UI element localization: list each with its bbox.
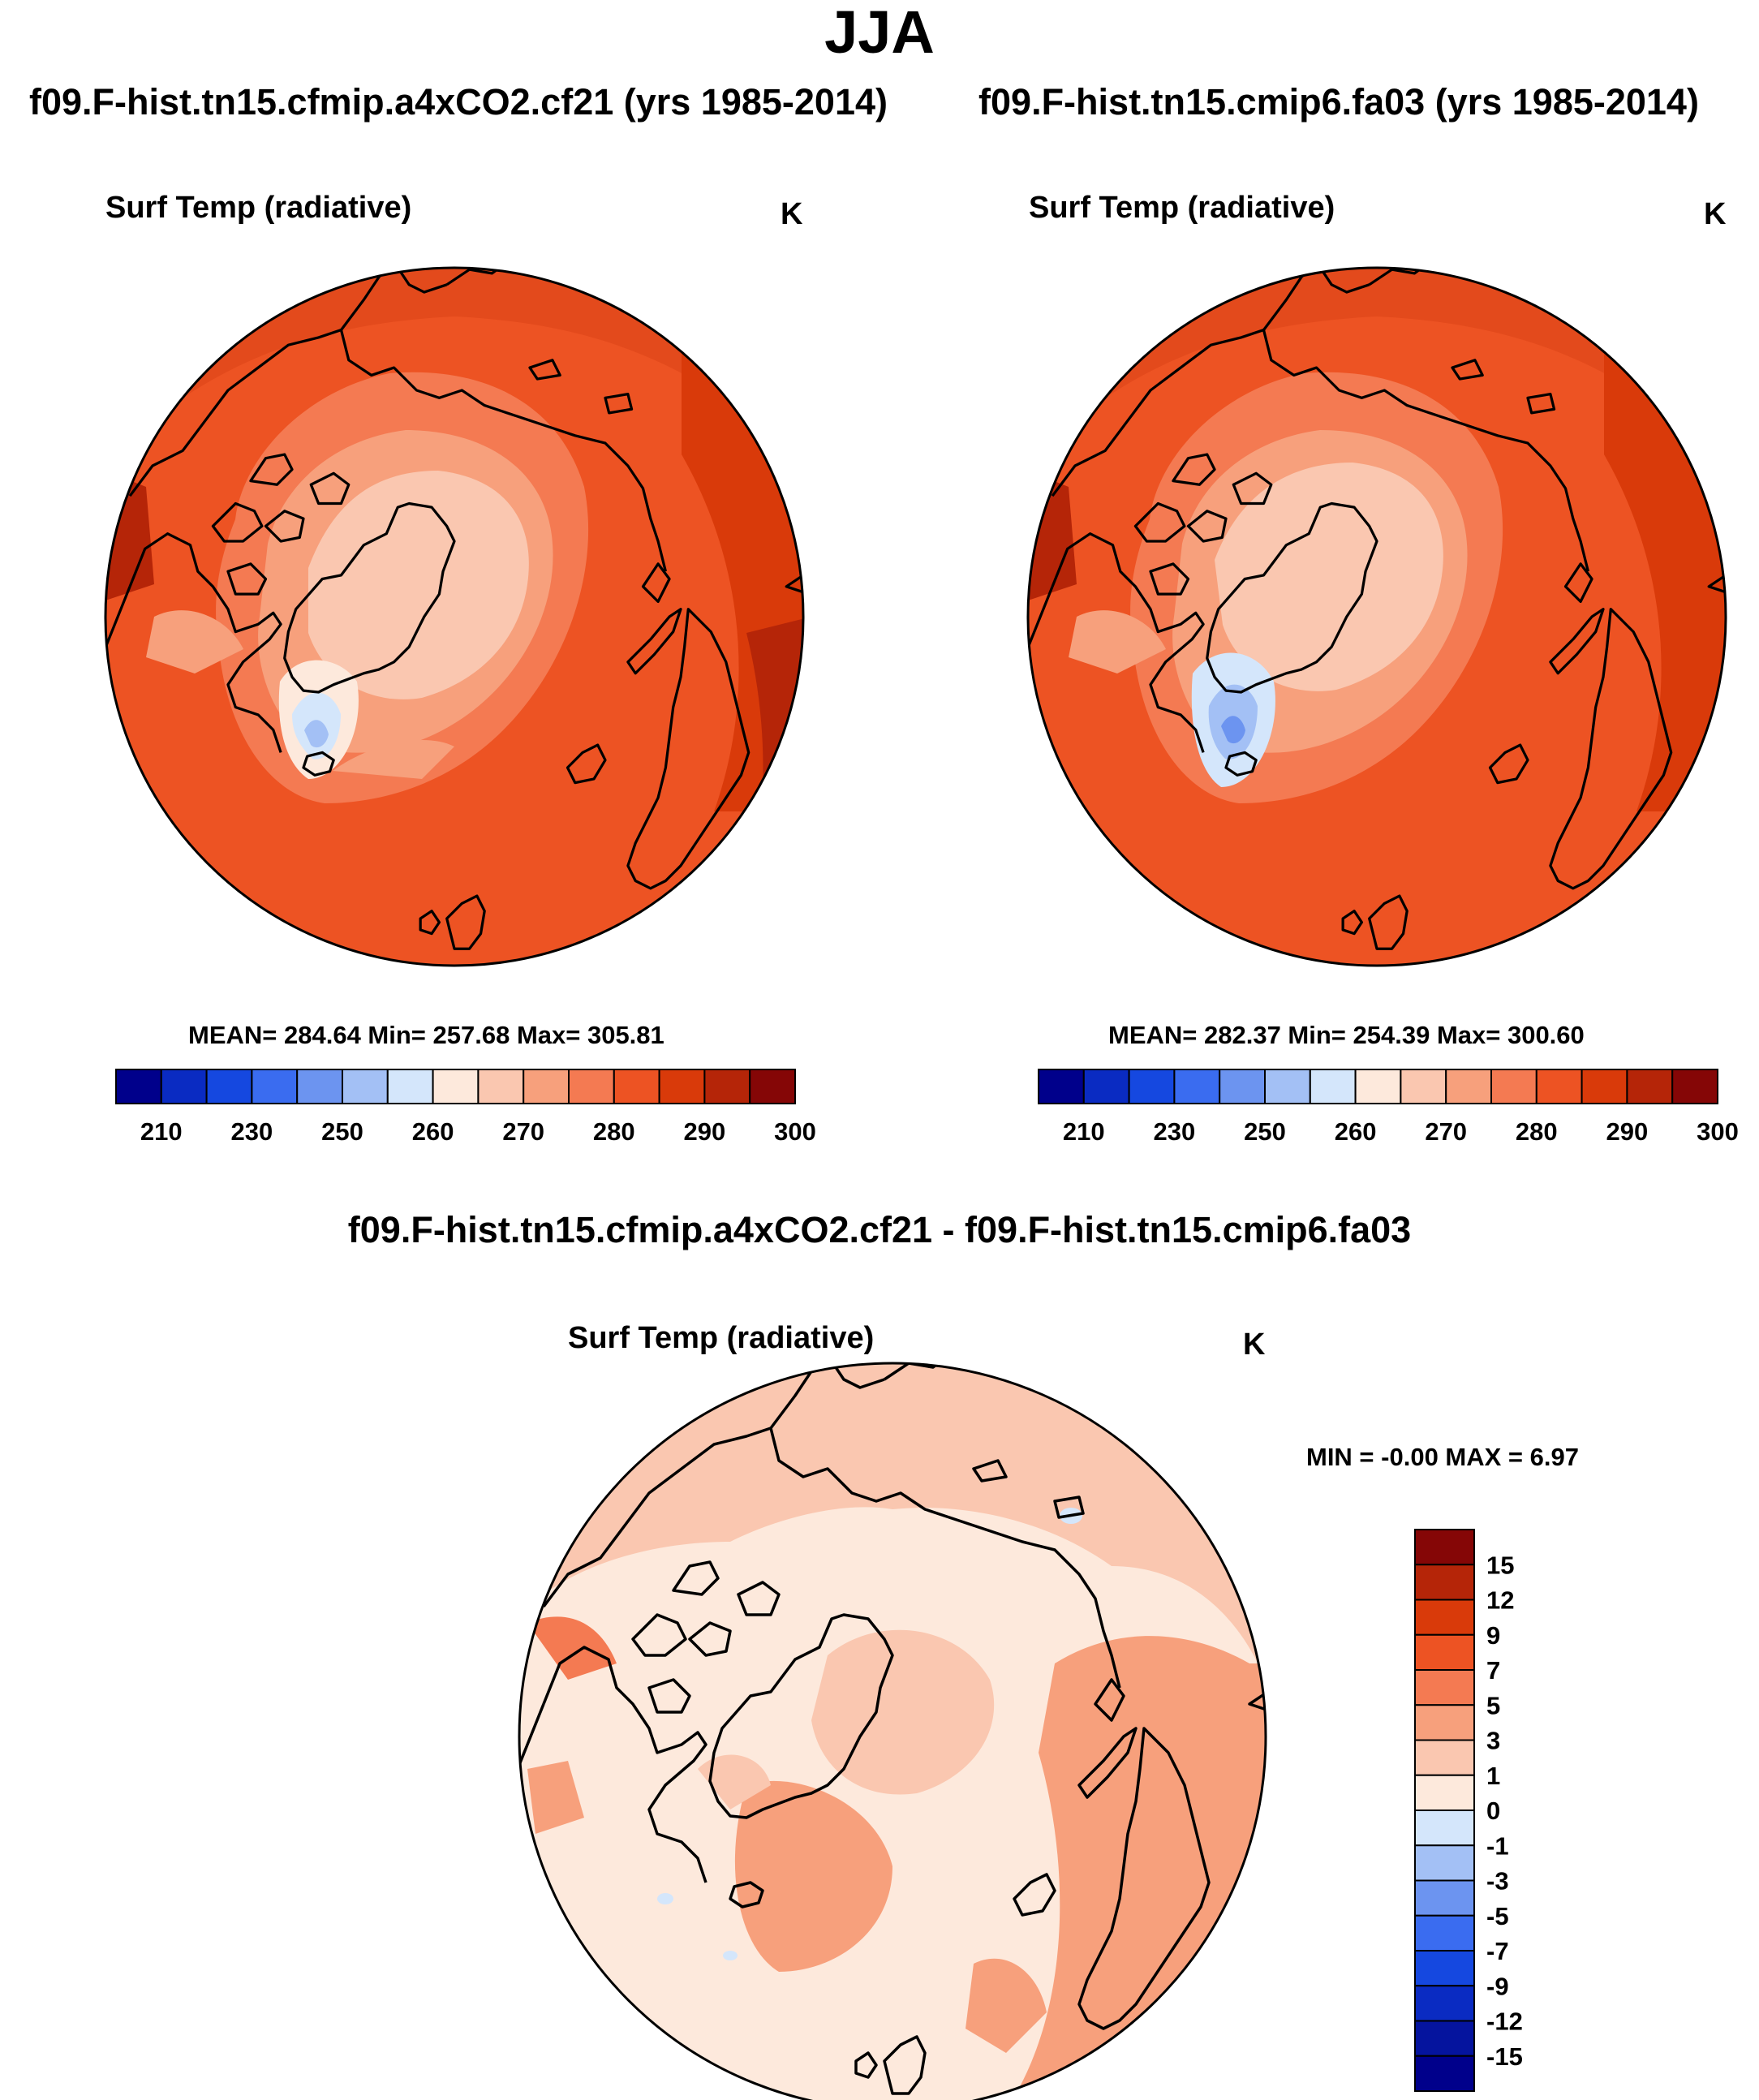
panel-a-colorbar-swatch-5 (342, 1069, 389, 1104)
diff-colorbar-tick-label: -5 (1486, 1902, 1509, 1930)
diff-colorbar-swatch-6 (1414, 1739, 1475, 1776)
panel-b-colorbar-tick-label: 260 (1335, 1117, 1377, 1146)
panel-a-colorbar-swatch-11 (613, 1069, 660, 1104)
diff-colorbar-swatch-12 (1414, 1950, 1475, 1987)
diff-colorbar-swatch-14 (1414, 2020, 1475, 2057)
panel-b-colorbar-swatch-3 (1173, 1069, 1221, 1104)
diff-stats: MIN = -0.00 MAX = 6.97 (1306, 1443, 1579, 1471)
panel-b-stats: MEAN= 282.37 Min= 254.39 Max= 300.60 (1108, 1021, 1585, 1049)
panel-b-case-title: f09.F-hist.tn15.cmip6.fa03 (yrs 1985-201… (978, 81, 1699, 123)
panel-b-variable-label: Surf Temp (radiative) (1029, 191, 1335, 225)
panel-a-colorbar-tick-label: 270 (502, 1117, 544, 1146)
panel-b-colorbar-swatch-10 (1490, 1069, 1538, 1104)
diff-map (518, 1362, 1267, 2100)
panel-b-colorbar-tick-label: 230 (1154, 1117, 1196, 1146)
diff-colorbar-swatch-8 (1414, 1810, 1475, 1847)
diff-colorbar-swatch-3 (1414, 1633, 1475, 1671)
panel-a-colorbar-tick-label: 210 (140, 1117, 183, 1146)
diff-colorbar-swatch-13 (1414, 1985, 1475, 2022)
panel-a-colorbar-tick-label: 250 (321, 1117, 363, 1146)
panel-b-colorbar-swatch-8 (1400, 1069, 1447, 1104)
diff-colorbar-tick-label: -7 (1486, 1937, 1509, 1965)
diff-colorbar-tick-label: 1 (1486, 1762, 1500, 1790)
panel-b-map (1026, 266, 1727, 967)
panel-a-colorbar-swatch-1 (160, 1069, 208, 1104)
diff-colorbar-swatch-0 (1414, 1529, 1475, 1566)
panel-b-colorbar-swatch-6 (1309, 1069, 1357, 1104)
diff-colorbar-tick-label: 9 (1486, 1621, 1500, 1650)
panel-a-colorbar-swatch-6 (386, 1069, 434, 1104)
panel-b-colorbar-tick-label: 250 (1244, 1117, 1286, 1146)
figure-title: JJA (824, 0, 935, 66)
panel-b-colorbar: 210 230 250 260 270 280 290 300 (1038, 1069, 1739, 1146)
panel-a-map (104, 266, 805, 967)
panel-b-colorbar-swatch-5 (1264, 1069, 1311, 1104)
diff-colorbar-swatch-11 (1414, 1914, 1475, 1952)
panel-a-colorbar-swatch-8 (477, 1069, 525, 1104)
panel-b-colorbar-tick-label: 270 (1425, 1117, 1467, 1146)
diff-colorbar-swatch-4 (1414, 1669, 1475, 1706)
diff-units-label: K (1243, 1328, 1266, 1362)
diff-colorbar-swatch-15 (1414, 2055, 1475, 2092)
panel-b-colorbar-swatch-0 (1038, 1069, 1085, 1104)
panel-a-stats: MEAN= 284.64 Min= 257.68 Max= 305.81 (188, 1021, 664, 1049)
panel-a-colorbar-swatch-9 (523, 1069, 570, 1104)
diff-colorbar-swatch-10 (1414, 1879, 1475, 1917)
diff-colorbar-tick-label: -15 (1486, 2042, 1523, 2071)
panel-a-units-label: K (781, 197, 803, 231)
panel-a-colorbar-swatch-14 (749, 1069, 797, 1104)
diff-colorbar-swatch-7 (1414, 1774, 1475, 1811)
panel-a-colorbar-swatch-3 (251, 1069, 299, 1104)
panel-a-colorbar: 210 230 250 260 270 280 290 300 (115, 1069, 816, 1146)
panel-a-colorbar-tick-label: 280 (593, 1117, 635, 1146)
diff-colorbar-tick-label: -3 (1486, 1867, 1509, 1896)
diff-colorbar-tick-label: 15 (1486, 1551, 1514, 1579)
diff-colorbar-swatch-2 (1414, 1599, 1475, 1636)
panel-b-units-label: K (1704, 197, 1727, 231)
diff-colorbar-swatch-9 (1414, 1844, 1475, 1882)
diff-colorbar-tick-label: 5 (1486, 1691, 1500, 1719)
panel-a-colorbar-tick-label: 230 (231, 1117, 273, 1146)
panel-b-colorbar-swatch-13 (1626, 1069, 1674, 1104)
panel-a-case-title: f09.F-hist.tn15.cfmip.a4xCO2.cf21 (yrs 1… (29, 81, 888, 123)
panel-a-colorbar-swatch-12 (658, 1069, 706, 1104)
diff-colorbar-tick-label: 0 (1486, 1797, 1500, 1825)
diff-colorbar: 15 12 9 7 5 3 1 0 -1 -3 -5 -7 -9 -12 -15 (1414, 1529, 1523, 2092)
diff-colorbar-tick-label: 12 (1486, 1586, 1514, 1615)
panel-b-colorbar-swatch-1 (1082, 1069, 1130, 1104)
diff-colorbar-tick-label: 7 (1486, 1656, 1500, 1685)
diff-colorbar-tick-label: -12 (1486, 2007, 1523, 2036)
panel-a-colorbar-tick-label: 290 (684, 1117, 726, 1146)
panel-b-colorbar-swatch-9 (1445, 1069, 1492, 1104)
panel-b-colorbar-tick-label: 300 (1697, 1117, 1739, 1146)
panel-b-colorbar-swatch-14 (1671, 1069, 1718, 1104)
panel-b-colorbar-tick-label: 210 (1063, 1117, 1105, 1146)
panel-a-colorbar-swatch-10 (568, 1069, 615, 1104)
panel-a-colorbar-tick-label: 260 (412, 1117, 454, 1146)
panel-b-colorbar-tick-label: 280 (1516, 1117, 1558, 1146)
panel-b-colorbar-swatch-7 (1354, 1069, 1402, 1104)
diff-colorbar-tick-label: -1 (1486, 1831, 1509, 1860)
diff-variable-label: Surf Temp (radiative) (568, 1321, 875, 1355)
panel-a-colorbar-swatch-0 (115, 1069, 162, 1104)
panel-b-colorbar-swatch-4 (1219, 1069, 1266, 1104)
panel-a-colorbar-swatch-2 (205, 1069, 253, 1104)
diff-panel-title: f09.F-hist.tn15.cfmip.a4xCO2.cf21 - f09.… (347, 1209, 1412, 1250)
panel-b-colorbar-tick-label: 290 (1606, 1117, 1649, 1146)
diff-colorbar-swatch-5 (1414, 1704, 1475, 1741)
panel-b-colorbar-swatch-2 (1128, 1069, 1176, 1104)
panel-a-colorbar-swatch-13 (703, 1069, 751, 1104)
panel-b-colorbar-swatch-11 (1535, 1069, 1583, 1104)
panel-a-colorbar-swatch-4 (296, 1069, 344, 1104)
panel-a-colorbar-swatch-7 (432, 1069, 480, 1104)
diff-colorbar-tick-label: -9 (1486, 1972, 1509, 2000)
panel-a-variable-label: Surf Temp (radiative) (105, 191, 412, 225)
diff-colorbar-swatch-1 (1414, 1564, 1475, 1601)
panel-b-colorbar-swatch-12 (1581, 1069, 1628, 1104)
panel-a-colorbar-tick-label: 300 (774, 1117, 816, 1146)
diff-colorbar-tick-label: 3 (1486, 1727, 1500, 1755)
